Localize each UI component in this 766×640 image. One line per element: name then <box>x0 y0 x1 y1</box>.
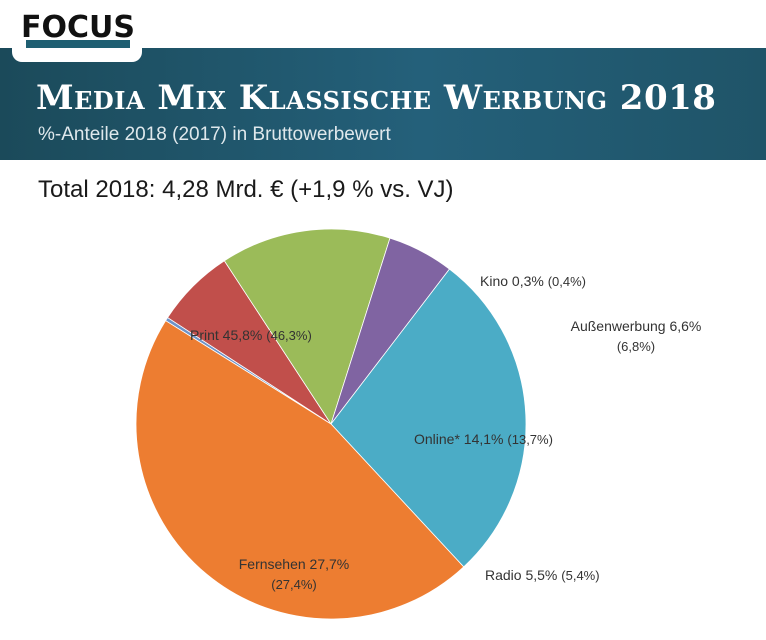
data-label-kino: Kino 0,3% (0,4%) <box>480 273 586 289</box>
logo-bar <box>26 40 130 48</box>
total-summary: Total 2018: 4,28 Mrd. € (+1,9 % vs. VJ) <box>38 176 454 203</box>
data-label-print: Print 45,8% (46,3%) <box>190 327 312 343</box>
focus-logo-graphic: FOCUS <box>21 10 135 48</box>
pie-slice-print <box>135 320 465 620</box>
data-label-radio: Radio 5,5% (5,4%) <box>485 567 600 583</box>
page-title: Media Mix Klassische Werbung 2018 <box>36 78 717 118</box>
data-label-fernsehen: Fernsehen 27,7% <box>239 556 350 572</box>
focus-logo: FOCUS <box>12 0 142 62</box>
pie-slice-fernsehen <box>330 268 527 568</box>
data-label-außenwerbung: Außenwerbung 6,6% <box>571 318 702 334</box>
data-label-prev-fernsehen: (27,4%) <box>271 577 317 592</box>
header-banner <box>0 48 766 160</box>
data-label-prev-außenwerbung: (6,8%) <box>617 339 655 354</box>
data-label-online: Online* 14,1% (13,7%) <box>414 431 553 447</box>
page-subtitle: %-Anteile 2018 (2017) in Bruttowerbewert <box>38 124 391 145</box>
logo-text: FOCUS <box>21 10 135 45</box>
pie-slice-online <box>223 228 391 425</box>
pie-labels: Kino 0,3% (0,4%) Außenwerbung 6,6% (6,8%) O… <box>190 273 701 592</box>
pie-slices <box>135 228 527 620</box>
